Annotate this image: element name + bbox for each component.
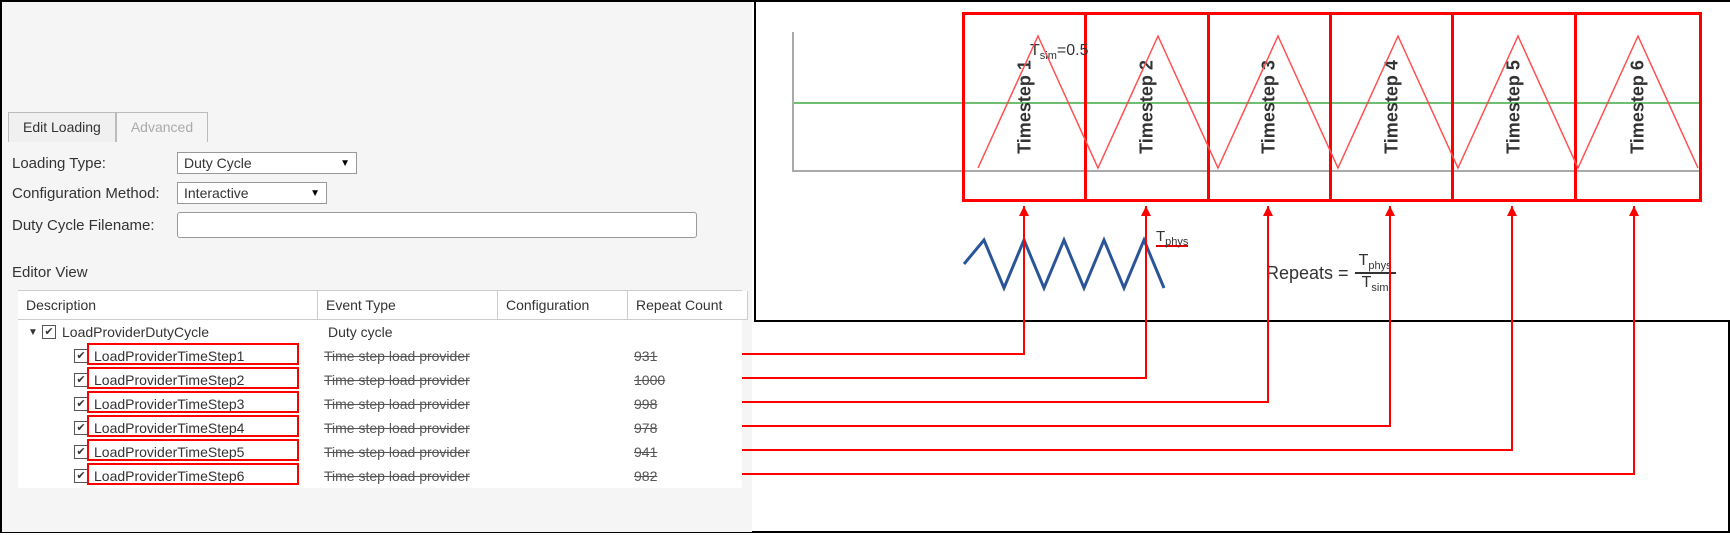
tab-strip: Edit Loading Advanced xyxy=(8,112,208,142)
checkbox-icon[interactable]: ✔ xyxy=(74,373,88,387)
row-desc: LoadProviderTimeStep4 xyxy=(94,420,244,436)
config-method-select[interactable]: Interactive ▼ xyxy=(177,182,327,204)
loading-type-value: Duty Cycle xyxy=(184,155,252,171)
timestep-label: Timestep 6 xyxy=(1627,60,1648,154)
form-area: Loading Type: Duty Cycle ▼ Configuration… xyxy=(12,152,732,246)
row-loading-type: Loading Type: Duty Cycle ▼ xyxy=(12,152,732,174)
row-desc: LoadProviderTimeStep3 xyxy=(94,396,244,412)
chevron-down-icon: ▼ xyxy=(310,188,320,199)
grid-parent-row[interactable]: ▼ ✔ LoadProviderDutyCycle Duty cycle xyxy=(18,320,742,344)
filename-input[interactable] xyxy=(177,212,697,238)
checkbox-icon[interactable]: ✔ xyxy=(74,397,88,411)
parent-event: Duty cycle xyxy=(322,323,502,341)
row-repeat: 931 xyxy=(628,347,748,365)
timestep-box-6: Timestep 6 xyxy=(1577,15,1699,199)
timestep-label: Timestep 2 xyxy=(1136,60,1157,154)
editor-view-label: Editor View xyxy=(12,264,88,281)
row-desc: LoadProviderTimeStep2 xyxy=(94,372,244,388)
tsim-label: Tsim=0.5 xyxy=(1030,42,1088,62)
checkbox-icon[interactable]: ✔ xyxy=(74,445,88,459)
filename-label: Duty Cycle Filename: xyxy=(12,217,177,234)
grid-row-timestep[interactable]: ✔ LoadProviderTimeStep2 Time step load pro… xyxy=(18,368,742,392)
tab-advanced[interactable]: Advanced xyxy=(116,112,208,142)
checkbox-icon[interactable]: ✔ xyxy=(74,469,88,483)
row-desc: LoadProviderTimeStep5 xyxy=(94,444,244,460)
col-event-type[interactable]: Event Type xyxy=(318,291,498,320)
timestep-label: Timestep 5 xyxy=(1503,60,1524,154)
diagram-panel: Timestep 1 Timestep 2 Timestep 3 Timeste… xyxy=(754,2,1730,322)
grid-row-timestep[interactable]: ✔ LoadProviderTimeStep6 Time step load pro… xyxy=(18,464,742,488)
col-repeat-count[interactable]: Repeat Count xyxy=(628,291,748,320)
loading-type-select[interactable]: Duty Cycle ▼ xyxy=(177,152,357,174)
col-configuration[interactable]: Configuration xyxy=(498,291,628,320)
col-description[interactable]: Description xyxy=(18,291,318,320)
row-desc: LoadProviderTimeStep6 xyxy=(94,468,244,484)
row-event: Time step load provider xyxy=(318,467,498,485)
row-repeat: 982 xyxy=(628,467,748,485)
row-config-method: Configuration Method: Interactive ▼ xyxy=(12,182,732,204)
timestep-label: Timestep 3 xyxy=(1259,60,1280,154)
grid-row-timestep[interactable]: ✔ LoadProviderTimeStep1 Time step load pro… xyxy=(18,344,742,368)
grid-row-timestep[interactable]: ✔ LoadProviderTimeStep4 Time step load pro… xyxy=(18,416,742,440)
grid-row-timestep[interactable]: ✔ LoadProviderTimeStep3 Time step load pro… xyxy=(18,392,742,416)
timestep-label: Timestep 1 xyxy=(1014,60,1035,154)
row-event: Time step load provider xyxy=(318,371,498,389)
timestep-box-2: Timestep 2 xyxy=(1087,15,1209,199)
timestep-box-5: Timestep 5 xyxy=(1454,15,1576,199)
checkbox-icon[interactable]: ✔ xyxy=(74,349,88,363)
loading-type-label: Loading Type: xyxy=(12,155,177,172)
repeats-formula: Repeats = Tphys Tsim xyxy=(1266,252,1396,294)
timestep-box-4: Timestep 4 xyxy=(1332,15,1454,199)
row-event: Time step load provider xyxy=(318,443,498,461)
row-event: Time step load provider xyxy=(318,395,498,413)
timestep-box-3: Timestep 3 xyxy=(1210,15,1332,199)
tab-edit-loading[interactable]: Edit Loading xyxy=(8,112,116,142)
row-event: Time step load provider xyxy=(318,347,498,365)
config-method-label: Configuration Method: xyxy=(12,185,177,202)
row-filename: Duty Cycle Filename: xyxy=(12,212,732,238)
row-repeat: 978 xyxy=(628,419,748,437)
row-repeat: 941 xyxy=(628,443,748,461)
row-repeat: 998 xyxy=(628,395,748,413)
timestep-boxes: Timestep 1 Timestep 2 Timestep 3 Timeste… xyxy=(962,12,1702,202)
row-repeat: 1000 xyxy=(628,371,748,389)
config-method-value: Interactive xyxy=(184,185,249,201)
tree-grid[interactable]: Description Event Type Configuration Rep… xyxy=(18,290,742,488)
timestep-label: Timestep 4 xyxy=(1381,60,1402,154)
parent-desc: LoadProviderDutyCycle xyxy=(62,324,209,340)
chevron-down-icon: ▼ xyxy=(340,158,350,169)
tphys-label: Tphys xyxy=(1156,228,1188,248)
expand-icon[interactable]: ▼ xyxy=(28,327,38,338)
row-event: Time step load provider xyxy=(318,419,498,437)
checkbox-icon[interactable]: ✔ xyxy=(74,421,88,435)
grid-row-timestep[interactable]: ✔ LoadProviderTimeStep5 Time step load pro… xyxy=(18,440,742,464)
grid-header: Description Event Type Configuration Rep… xyxy=(18,291,742,320)
checkbox-icon[interactable]: ✔ xyxy=(42,325,56,339)
row-desc: LoadProviderTimeStep1 xyxy=(94,348,244,364)
left-panel: Edit Loading Advanced Loading Type: Duty… xyxy=(2,2,752,532)
